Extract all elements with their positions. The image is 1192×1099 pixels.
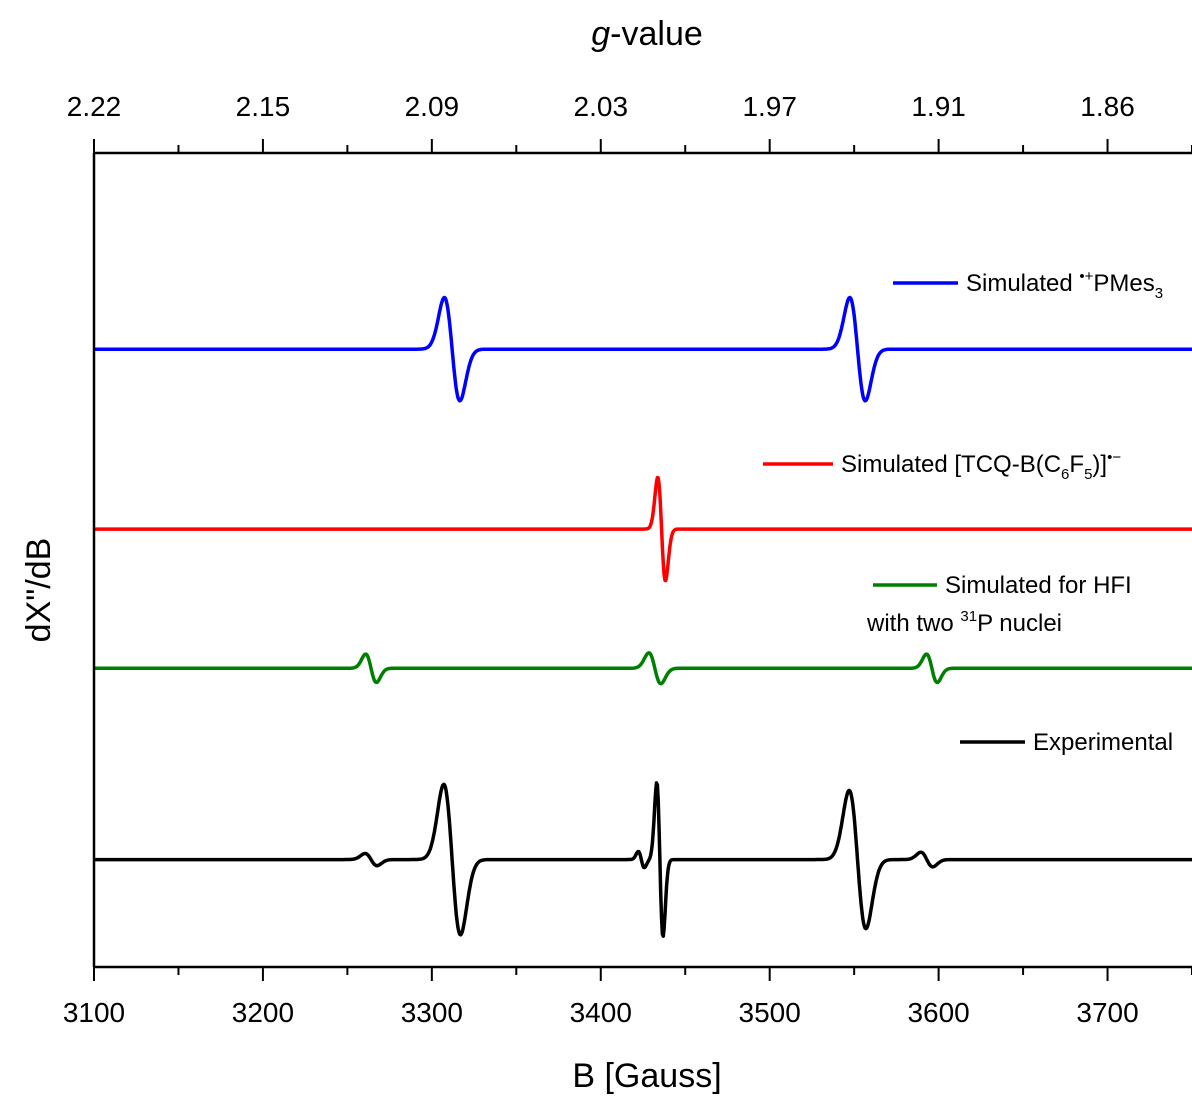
series-line-2: [93, 475, 1192, 583]
top-axis-title-italic: g: [591, 15, 610, 53]
tick-marks: [93, 139, 1192, 981]
legend-label-4: with two 31​P nuclei: [866, 608, 1062, 637]
x-axis-title: B [Gauss]: [572, 1057, 721, 1095]
legend-label-3: Simulated for HFI: [945, 572, 1132, 599]
top-axis-title-rest: -value: [610, 15, 703, 53]
legend: Simulated •+​PMes3​ Simulated [TCQ-B(C6​F…: [763, 268, 1173, 756]
top-tick-label: 2.09: [405, 91, 460, 122]
top-tick-label: 1.86: [1080, 91, 1135, 122]
series-curves: [93, 295, 1192, 938]
y-axis-title: dX"/dB: [20, 538, 58, 643]
x-tick-label: 3600: [907, 997, 969, 1028]
top-axis-title: g-value: [591, 15, 703, 53]
legend-label-1: Simulated •+​PMes3​: [966, 268, 1163, 302]
top-tick-label: 2.03: [574, 91, 629, 122]
tick-labels: 3100 3200 3300 3400 3500 3600 3700 2.22 2.15 2.09…: [63, 91, 1139, 1028]
x-tick-label: 3400: [570, 997, 632, 1028]
x-tick-label: 3500: [739, 997, 801, 1028]
legend-label-5: Experimental: [1033, 729, 1173, 756]
x-tick-label: 3200: [232, 997, 294, 1028]
top-tick-label: 1.97: [742, 91, 797, 122]
top-tick-label: 2.22: [67, 91, 122, 122]
series-line-3: [93, 651, 1192, 686]
x-tick-label: 3700: [1076, 997, 1138, 1028]
top-tick-label: 2.15: [236, 91, 291, 122]
series-line-4: [93, 781, 1192, 938]
series-line-1: [93, 295, 1192, 403]
legend-label-2: Simulated [TCQ-B(C6​F5​)]•−​: [841, 449, 1121, 483]
x-tick-label: 3300: [401, 997, 463, 1028]
x-tick-label: 3100: [63, 997, 125, 1028]
top-tick-label: 1.91: [911, 91, 966, 122]
axes: [92, 151, 1192, 969]
